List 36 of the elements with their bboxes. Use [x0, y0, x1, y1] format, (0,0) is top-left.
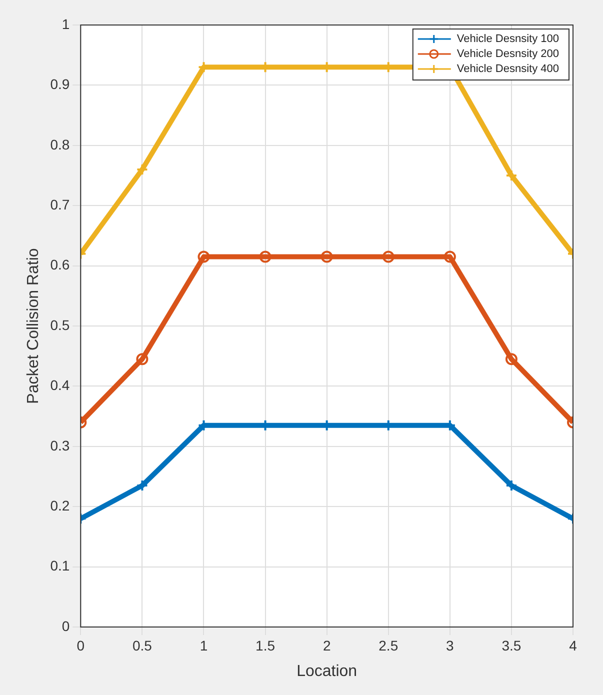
x-tick-label: 1.5 — [256, 637, 276, 654]
point — [136, 480, 148, 492]
x-tick-label: 0 — [76, 637, 85, 654]
point — [505, 480, 518, 492]
x-tick-label: 1 — [200, 637, 208, 654]
y-tick-label: 0.9 — [50, 76, 70, 92]
point — [382, 250, 394, 263]
x-tick-label: 3.5 — [502, 637, 522, 654]
y-tick-label: 0 — [62, 618, 70, 634]
y-axis-title: Packet Collision Ratio — [25, 248, 42, 404]
point — [505, 353, 518, 366]
point — [136, 353, 148, 366]
x-tick-label: 2 — [322, 637, 331, 654]
point — [136, 163, 148, 176]
x-axis-title: Location — [296, 662, 358, 680]
legend-label: Vehicle Desnsity 400 — [456, 63, 560, 76]
legend-label: Vehicle Desnsity 200 — [456, 48, 560, 60]
y-tick-label: 0.2 — [50, 497, 70, 514]
point — [198, 250, 210, 263]
legend-label: Vehicle Desnsity 100 — [456, 33, 560, 46]
y-tick-label: 0.7 — [50, 196, 70, 212]
y-tick-label: 0.4 — [50, 377, 70, 394]
point — [320, 250, 333, 263]
point — [505, 170, 518, 182]
point — [444, 250, 456, 263]
y-tick-label: 0.5 — [50, 316, 70, 333]
x-tick-label: 0.5 — [132, 637, 152, 654]
y-tick-label: 0.1 — [50, 558, 70, 574]
y-tick-label: 0.8 — [50, 136, 70, 152]
y-tick-label: 0.3 — [50, 437, 70, 454]
point — [259, 250, 272, 263]
y-tick-label: 0.6 — [50, 256, 70, 273]
x-tick-label: 2.5 — [378, 637, 398, 654]
y-tick-label: 1 — [62, 16, 70, 32]
x-tick-label: 3 — [446, 637, 454, 654]
x-tick-label: 4 — [569, 637, 578, 654]
